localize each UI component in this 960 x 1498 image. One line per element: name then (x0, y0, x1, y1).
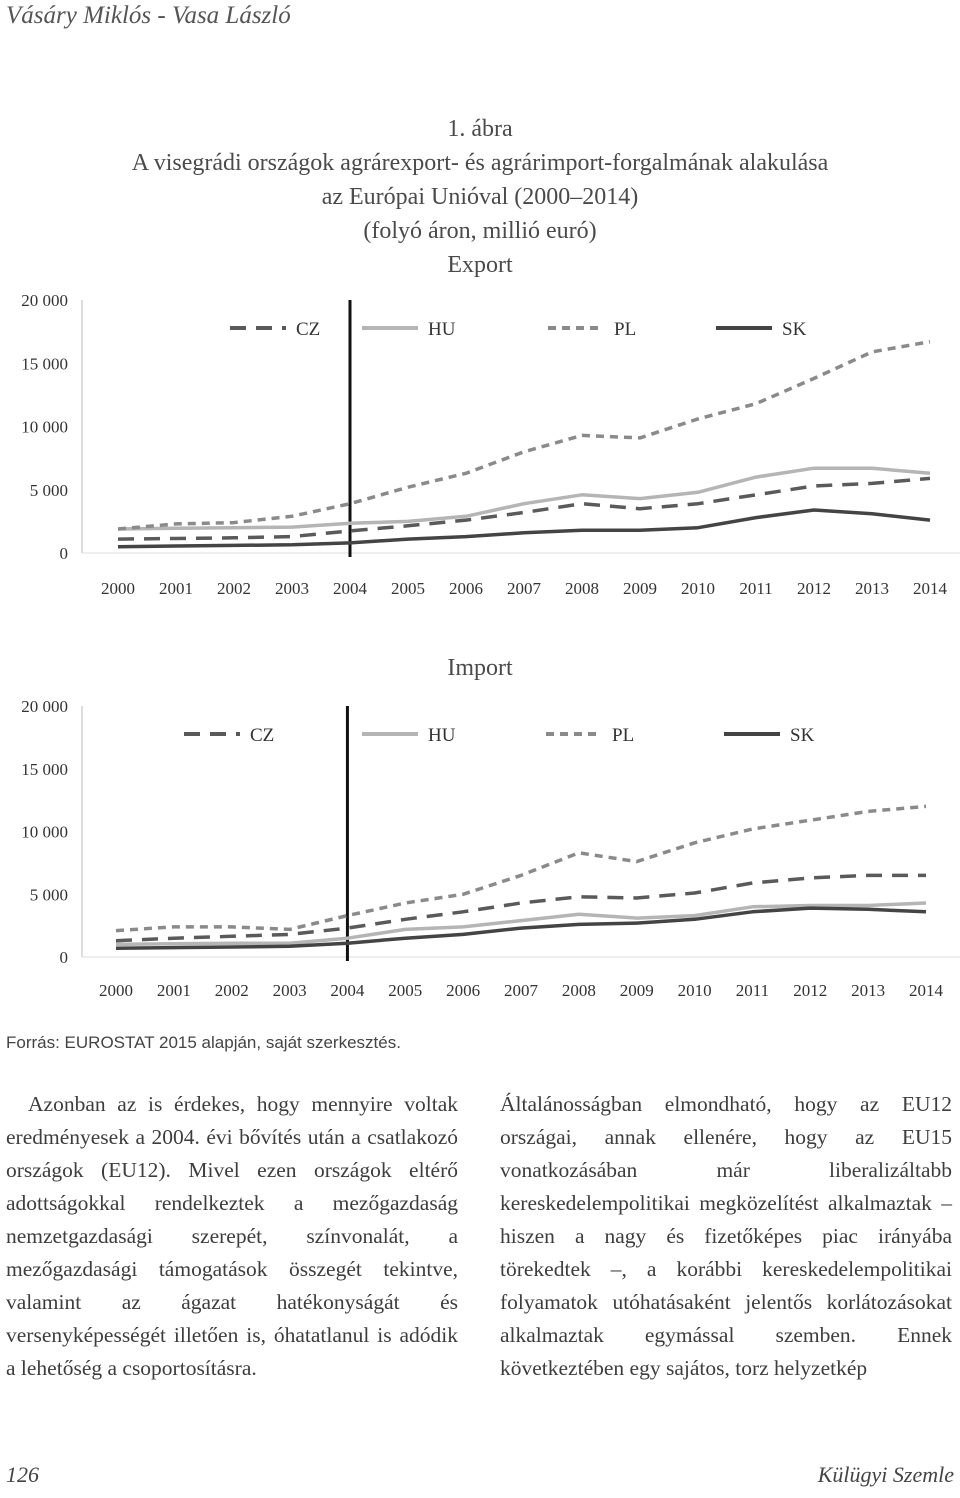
x-tick-label: 2013 (851, 981, 885, 1000)
x-tick-label: 2011 (739, 579, 772, 598)
x-tick-label: 2010 (681, 579, 715, 598)
x-tick-label: 2000 (99, 981, 133, 1000)
x-tick-label: 2007 (507, 579, 542, 598)
series-line-cz (115, 873, 926, 943)
y-tick-label: 20 000 (21, 697, 68, 716)
series-line-hu (117, 466, 931, 531)
legend-label-sk: SK (782, 319, 807, 340)
x-tick-label: 2009 (620, 981, 654, 1000)
x-tick-label: 2006 (449, 579, 483, 598)
legend-label-pl: PL (614, 319, 636, 340)
y-tick-label: 15 000 (21, 354, 68, 373)
figure-source: Forrás: EUROSTAT 2015 alapján, saját sze… (6, 1033, 401, 1052)
x-tick-label: 2003 (275, 579, 309, 598)
page-number: 126 (6, 1462, 39, 1487)
x-tick-label: 2009 (623, 579, 657, 598)
series-line-sk (117, 508, 931, 549)
x-tick-label: 2014 (909, 981, 944, 1000)
x-tick-label: 2014 (913, 579, 948, 598)
body-right-column: Általánosságban elmondható, hogy az EU12… (500, 1088, 952, 1385)
y-tick-label: 10 000 (21, 823, 68, 842)
x-tick-label: 2003 (273, 981, 307, 1000)
y-tick-label: 15 000 (21, 760, 68, 779)
figure-subtitle: (folyó áron, millió euró) (363, 218, 597, 244)
x-tick-label: 2004 (333, 579, 368, 598)
y-tick-label: 0 (60, 948, 69, 967)
y-tick-label: 20 000 (21, 291, 68, 310)
legend-label-pl: PL (612, 725, 634, 746)
x-tick-label: 2012 (793, 981, 827, 1000)
x-tick-label: 2013 (855, 579, 889, 598)
x-tick-label: 2004 (330, 981, 365, 1000)
export-chart-title: Export (447, 252, 513, 278)
x-tick-label: 2012 (797, 579, 831, 598)
running-head: Vásáry Miklós - Vasa László (6, 2, 291, 29)
figure-title-line1: A visegrádi országok agrárexport- és agr… (131, 150, 829, 176)
right-paragraph: Általánosságban elmondható, hogy az EU12… (500, 1092, 952, 1380)
series-line-cz (117, 476, 931, 541)
x-tick-label: 2005 (388, 981, 422, 1000)
legend-label-cz: CZ (250, 725, 274, 746)
import-chart-title: Import (447, 655, 513, 681)
x-tick-label: 2000 (101, 579, 135, 598)
x-tick-label: 2008 (565, 579, 599, 598)
x-tick-label: 2001 (159, 579, 193, 598)
journal-name: Külügyi Szemle (817, 1462, 954, 1487)
export-chart: 0 5 000 10 000 15 000 20 000 2000 2001 2002 2003… (21, 291, 960, 598)
legend-label-cz: CZ (296, 319, 320, 340)
series-line-sk (115, 906, 927, 950)
y-tick-label: 5 000 (30, 885, 68, 904)
legend-label-sk: SK (790, 725, 815, 746)
y-tick-label: 0 (60, 544, 69, 563)
import-chart: 0 5 000 10 000 15 000 20 000 2000 2001 2002 2003… (21, 697, 960, 1000)
x-tick-label: 2001 (157, 981, 191, 1000)
x-tick-label: 2011 (736, 981, 769, 1000)
x-tick-label: 2005 (391, 579, 425, 598)
x-tick-label: 2007 (504, 981, 539, 1000)
body-left-column: Azonban az is érdekes, hogy mennyire vol… (6, 1088, 458, 1385)
left-paragraph: Azonban az is érdekes, hogy mennyire vol… (6, 1092, 458, 1380)
y-tick-label: 10 000 (21, 418, 68, 437)
x-tick-label: 2002 (217, 579, 251, 598)
series-line-hu (115, 901, 927, 947)
x-tick-label: 2008 (562, 981, 596, 1000)
y-tick-label: 5 000 (30, 481, 68, 500)
x-tick-label: 2002 (215, 981, 249, 1000)
x-tick-label: 2010 (678, 981, 712, 1000)
legend-label-hu: HU (428, 319, 456, 340)
series-line-pl (115, 804, 927, 933)
legend-label-hu: HU (428, 725, 456, 746)
series-line-pl (117, 339, 931, 531)
figure-number: 1. ábra (447, 116, 513, 142)
figure-title-line2: az Európai Unióval (2000–2014) (321, 184, 639, 210)
x-tick-label: 2006 (446, 981, 480, 1000)
